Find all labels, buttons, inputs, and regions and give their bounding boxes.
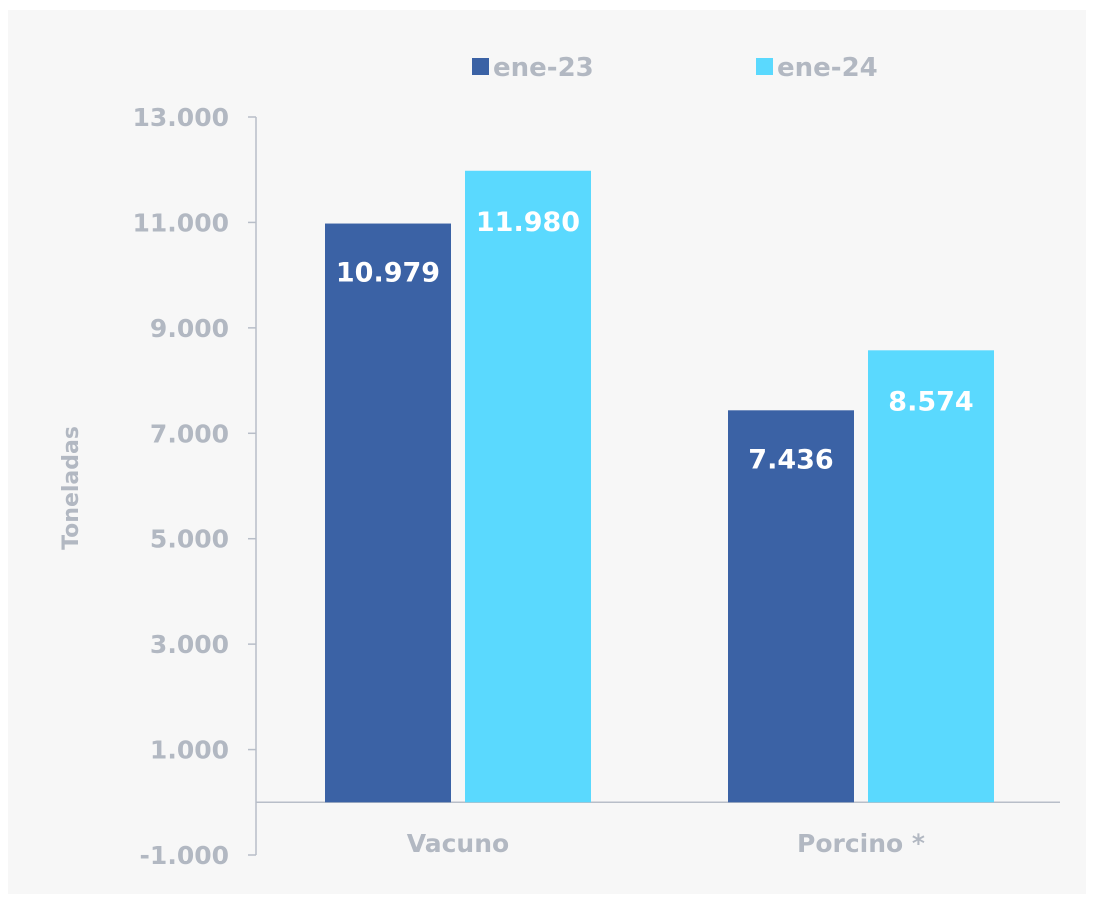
data-label: 11.980 bbox=[476, 207, 580, 238]
y-tick-label: 9.000 bbox=[150, 314, 229, 343]
legend-swatch bbox=[472, 58, 489, 75]
y-tick-label: -1.000 bbox=[140, 841, 229, 870]
bars bbox=[325, 170, 994, 803]
y-tick-label: 3.000 bbox=[150, 630, 229, 659]
x-axis-categories: Vacuno Porcino * bbox=[407, 829, 925, 858]
y-tick-label: 7.000 bbox=[150, 419, 229, 448]
bar-ene-23 bbox=[728, 410, 854, 803]
legend-swatch bbox=[756, 58, 773, 75]
category-label: Porcino * bbox=[797, 829, 925, 858]
y-axis-title: Toneladas bbox=[59, 426, 84, 550]
bar-ene-23 bbox=[325, 223, 451, 803]
y-tick-label: 13.000 bbox=[133, 103, 229, 132]
legend-label: ene-23 bbox=[493, 53, 594, 83]
data-label: 7.436 bbox=[748, 444, 833, 475]
y-axis: 13.000 11.000 9.000 7.000 5.000 3.000 1.000 -1.… bbox=[133, 103, 1060, 870]
bar-ene-24 bbox=[465, 170, 591, 803]
y-tick-label: 11.000 bbox=[133, 208, 229, 237]
bar-ene-24 bbox=[868, 350, 994, 803]
y-tick-label: 5.000 bbox=[150, 525, 229, 554]
category-label: Vacuno bbox=[407, 829, 509, 858]
legend-label: ene-24 bbox=[777, 53, 878, 83]
legend: ene-23 ene-24 bbox=[472, 53, 878, 83]
data-label: 10.979 bbox=[336, 258, 440, 289]
y-tick-label: 1.000 bbox=[150, 736, 229, 765]
data-label: 8.574 bbox=[888, 386, 973, 417]
data-labels: 10.979 11.980 7.436 8.574 bbox=[336, 207, 974, 476]
